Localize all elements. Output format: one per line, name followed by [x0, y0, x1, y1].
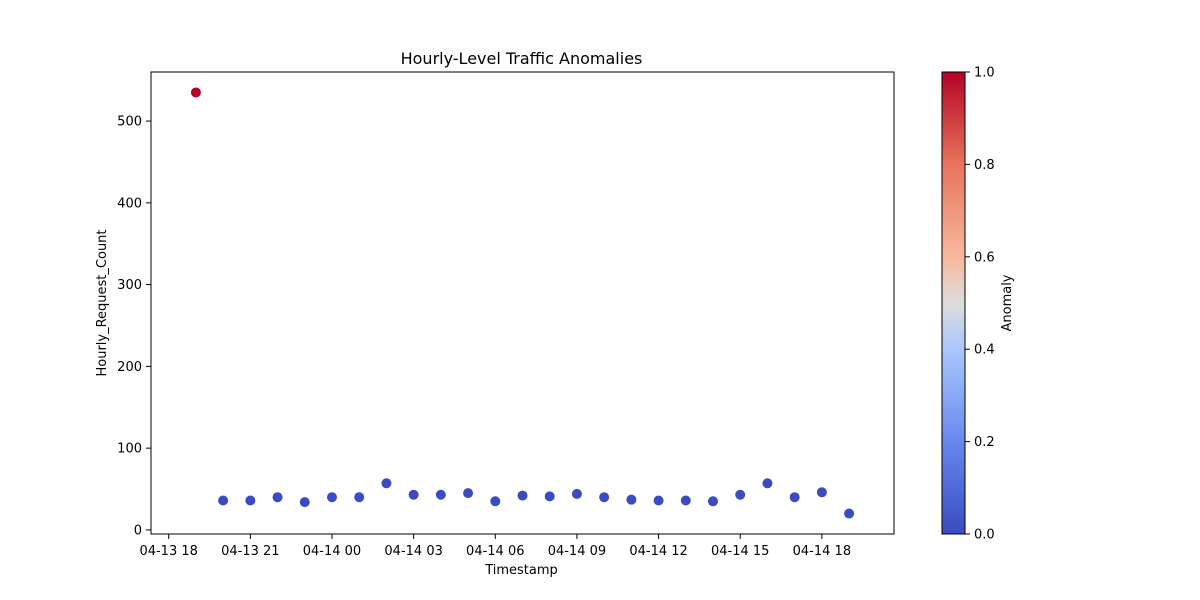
data-point: [245, 495, 256, 506]
anomaly-point: [190, 87, 201, 98]
data-points: [190, 87, 855, 519]
plot-frame: [150, 71, 895, 535]
data-point: [381, 478, 392, 489]
data-point: [326, 492, 337, 503]
y-axis-label: Hourly_Request_Count: [95, 229, 110, 376]
data-point: [571, 488, 582, 499]
data-point: [653, 495, 664, 506]
colorbar-ticks: 0.0 0.2 0.4 0.6 0.8 1.0: [965, 66, 995, 543]
x-axis-label: Timestamp: [484, 563, 558, 578]
y-tick-label: 100: [117, 442, 142, 457]
data-point: [789, 492, 800, 503]
y-tick-label: 500: [117, 115, 142, 130]
colorbar-tick-label: 0.6: [974, 250, 995, 265]
colorbar-tick-label: 0.2: [974, 435, 995, 450]
x-tick-label: 04-14 18: [793, 544, 851, 559]
data-point: [435, 489, 446, 500]
x-tick-label: 04-14 09: [548, 544, 606, 559]
data-point: [517, 490, 528, 501]
y-tick-label: 300: [117, 278, 142, 293]
x-tick-label: 04-14 06: [466, 544, 524, 559]
data-point: [735, 489, 746, 500]
x-tick-label: 04-13 21: [221, 544, 279, 559]
data-point: [408, 489, 419, 500]
data-point: [626, 494, 637, 505]
data-point: [762, 478, 773, 489]
y-axis-ticks: 0 100 200 300 400 500: [117, 115, 151, 538]
y-tick-label: 0: [134, 523, 142, 538]
data-point: [272, 492, 283, 503]
colorbar-tick-label: 0.4: [974, 343, 995, 358]
data-point: [463, 488, 474, 499]
x-tick-label: 04-14 12: [629, 544, 687, 559]
x-tick-label: 04-13 18: [139, 544, 197, 559]
data-point: [218, 495, 229, 506]
y-tick-label: 400: [117, 196, 142, 211]
colorbar-tick-label: 0.8: [974, 158, 995, 173]
data-point: [708, 496, 719, 507]
x-axis-ticks: 04-13 18 04-13 21 04-14 00 04-14 03 04-14 06…: [139, 534, 851, 559]
x-tick-label: 04-14 03: [384, 544, 442, 559]
data-point: [490, 496, 501, 507]
colorbar-tick-label: 1.0: [974, 66, 995, 81]
colorbar-tick-label: 0.0: [974, 528, 995, 543]
chart-title: Hourly-Level Traffic Anomalies: [401, 49, 643, 68]
data-point: [354, 492, 365, 503]
data-point: [844, 508, 855, 519]
data-point: [544, 491, 555, 502]
x-tick-label: 04-14 00: [303, 544, 361, 559]
y-tick-label: 200: [117, 360, 142, 375]
colorbar-label: Anomaly: [1000, 274, 1015, 331]
colorbar: [941, 71, 966, 535]
data-point: [599, 492, 610, 503]
data-point: [299, 497, 310, 508]
data-point: [816, 487, 827, 498]
x-tick-label: 04-14 15: [711, 544, 769, 559]
data-point: [680, 495, 691, 506]
